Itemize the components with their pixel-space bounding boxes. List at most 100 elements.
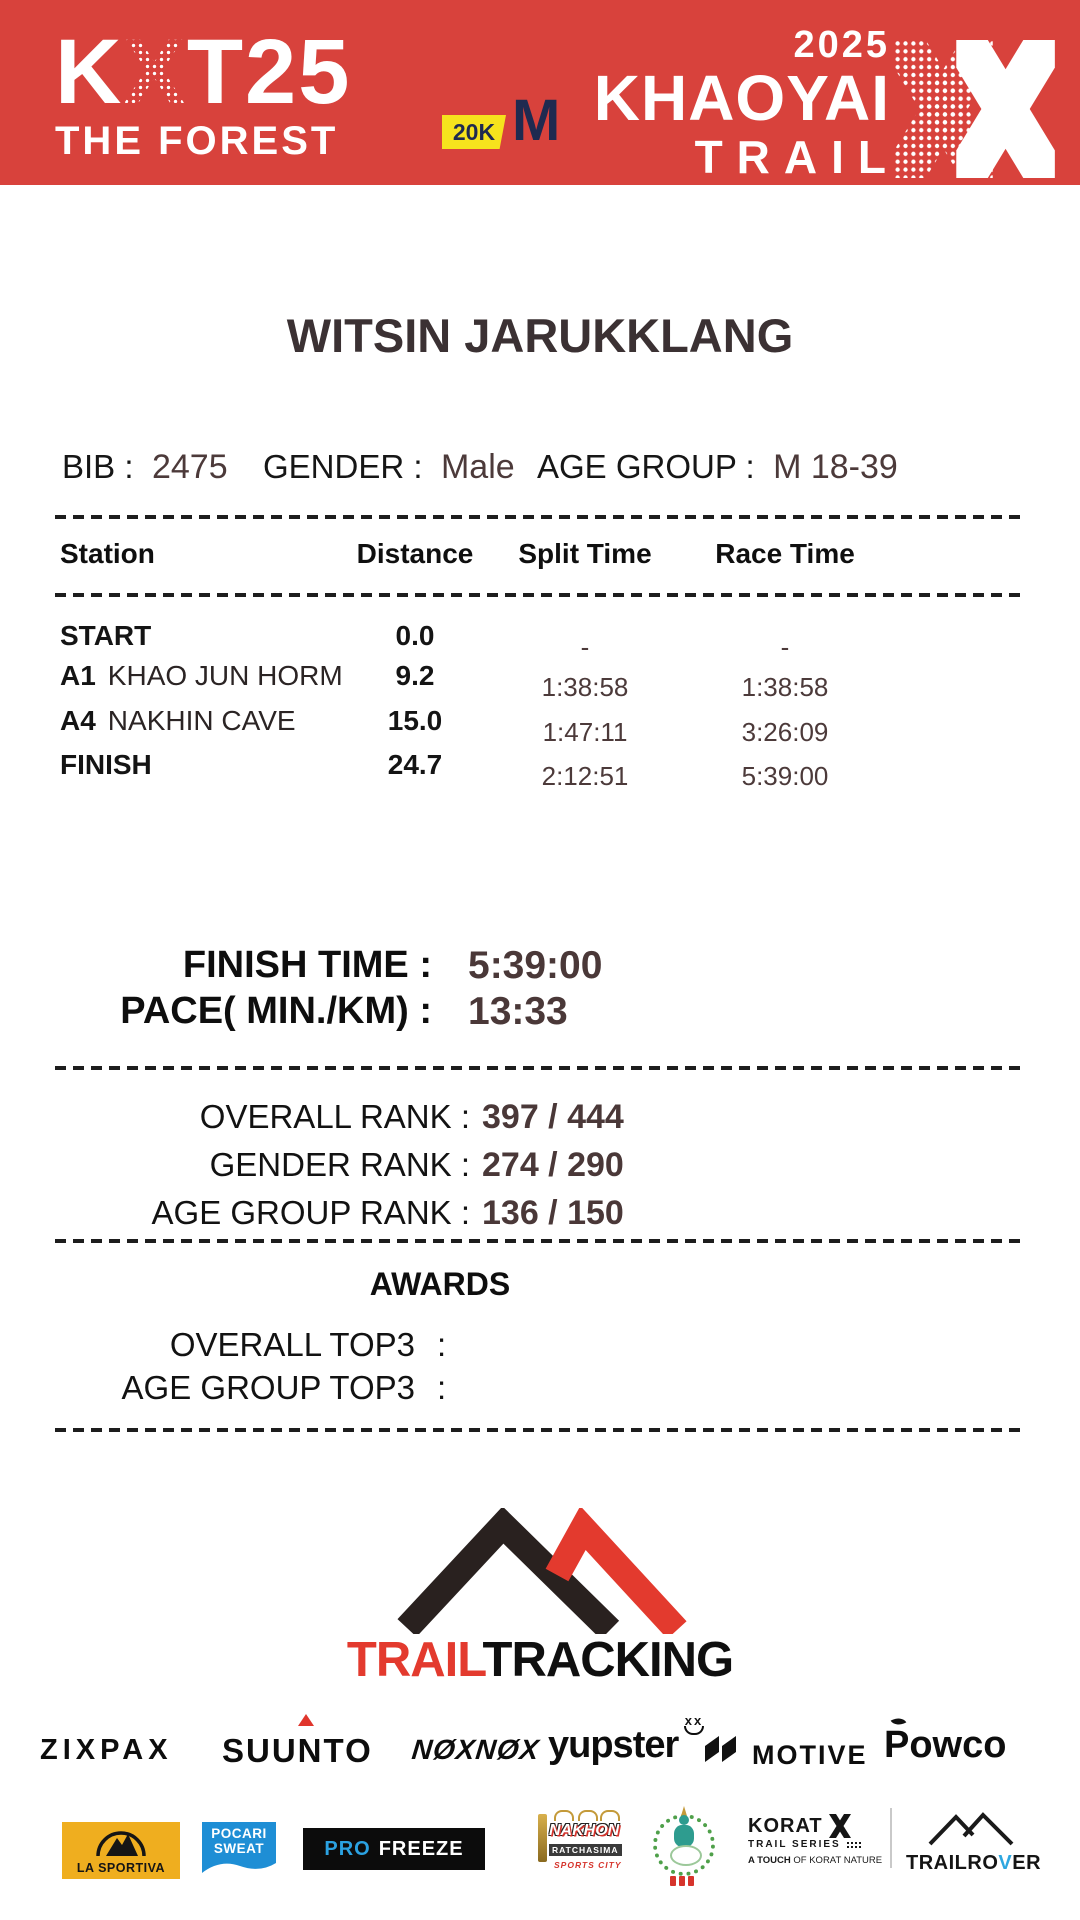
kxt-post: T25 — [186, 21, 352, 123]
yupster-smiley-eyes: xx — [684, 1713, 704, 1728]
overall-rank-value: 397 / 444 — [482, 1098, 624, 1136]
category-badge-m: M — [512, 88, 561, 153]
korat-tagline-rest: OF KORAT NATURE — [793, 1855, 883, 1866]
station-cell: A1 KHAO JUN HORM — [60, 660, 343, 692]
sponsor-divider — [890, 1808, 892, 1868]
event-subtitle: THE FOREST — [55, 118, 339, 163]
age-group-rank-value: 136 / 150 — [482, 1194, 624, 1232]
event-year: 2025 — [793, 24, 890, 66]
sponsor-suunto: SUUNTO — [222, 1732, 373, 1769]
khaoyai-trail-logo: 2025 KHAOYAI TRAIL — [594, 26, 890, 180]
gender-label: GENDER : — [263, 448, 423, 485]
distance-cell: 0.0 — [395, 620, 435, 651]
crest-deity-head-icon — [679, 1815, 689, 1825]
age-group-rank-label: AGE GROUP RANK : — [151, 1194, 470, 1231]
overall-rank-label: OVERALL RANK : — [199, 1098, 470, 1135]
age-group-top3-label: AGE GROUP TOP3 — [121, 1369, 415, 1406]
pro-freeze-pro: PRO — [324, 1837, 371, 1860]
korat-wordmark: KORAT — [748, 1814, 823, 1837]
korat-dots-icon — [845, 1840, 862, 1849]
col-header-station: Station — [60, 538, 155, 569]
korat-tagline-bold: A TOUCH — [748, 1855, 791, 1866]
overall-top3-colon: : — [437, 1326, 447, 1363]
station-name: NAKHIN CAVE — [107, 705, 296, 736]
distance-badge-label: 20K — [452, 118, 496, 145]
trailrover-wordmark: TRAILROVER — [906, 1852, 1041, 1875]
station-code: A1 — [60, 660, 96, 691]
crest-crown-icon — [681, 1806, 687, 1816]
la-sportiva-mountain-icon — [96, 1831, 146, 1857]
runner-name: WITSIN JARUKKLANG — [286, 309, 794, 362]
pace-label: PACE( MIN./KM) : — [120, 990, 432, 1032]
col-header-split-time: Split Time — [518, 538, 652, 569]
nakhon-line3: SPORTS CITY — [554, 1860, 622, 1870]
station-name: KHAO JUN HORM — [107, 660, 343, 691]
sponsor-motive: MOTIVE — [752, 1740, 868, 1770]
motive-chevrons-icon — [705, 1736, 736, 1762]
sponsor-pro-freeze: PRO FREEZE — [303, 1828, 485, 1870]
kxt-pre: K — [55, 21, 124, 123]
gender-rank-value: 274 / 290 — [482, 1146, 624, 1184]
pocari-wordmark: POCARI SWEAT — [202, 1822, 276, 1856]
kxt-dotted-x: X — [123, 21, 187, 123]
sponsor-zixpax: ZIXPAX — [40, 1734, 173, 1766]
split-time-cell: 1:38:58 — [541, 672, 629, 702]
gender-field: GENDER : Male — [263, 448, 515, 487]
nakhon-arch-icon — [578, 1810, 598, 1821]
gender-rank-label: GENDER RANK : — [209, 1146, 470, 1183]
trailtracking-trail: TRAIL — [346, 1633, 484, 1687]
trailtracking-wordmark: TRAILTRACKING — [0, 1632, 1080, 1688]
nakhon-line1: NAKHON — [549, 1822, 620, 1839]
la-sportiva-wordmark: LA SPORTIVA — [76, 1861, 166, 1875]
trailrover-pre: TRAILRO — [906, 1852, 999, 1874]
separator-dashed — [55, 1239, 1025, 1243]
sponsor-nakhon-ratchasima: NAKHON RATCHASIMA SPORTS CITY — [538, 1810, 628, 1876]
trailrover-post: ER — [1012, 1852, 1042, 1874]
nakhon-arch-icon — [600, 1810, 620, 1821]
race-title-line1: KHAOYAI — [593, 62, 890, 134]
trailrover-mountains-icon — [928, 1812, 1014, 1846]
split-time-cell: - — [580, 632, 590, 662]
finish-time-value: 5:39:00 — [468, 944, 603, 987]
distance-badge: 20K — [442, 115, 506, 149]
powco-wordmark: Powco — [884, 1724, 1007, 1766]
pace-value: 13:33 — [468, 990, 568, 1033]
finish-time-label: FINISH TIME : — [182, 944, 432, 986]
trailtracking-tracking: TRACKING — [482, 1633, 735, 1687]
pocari-line2: SWEAT — [213, 1840, 265, 1856]
race-title-line2: TRAIL — [694, 131, 900, 183]
bib-field: BIB : 2475 — [62, 448, 228, 487]
age-group-label: AGE GROUP : — [537, 448, 755, 485]
trailtracking-mountain-icon — [397, 1508, 687, 1634]
race-time-cell: - — [780, 632, 790, 662]
station-cell: FINISH — [60, 749, 164, 781]
sponsor-yupster: yupster — [548, 1724, 679, 1766]
crest-thai-text-mark — [688, 1876, 694, 1886]
korat-x-icon — [828, 1814, 851, 1838]
bib-value: 2475 — [151, 448, 228, 486]
age-group-value: M 18-39 — [773, 448, 898, 486]
nakhon-line2: RATCHASIMA — [549, 1844, 622, 1856]
crest-thai-text-mark — [679, 1876, 685, 1886]
nakhon-statue-icon — [538, 1814, 547, 1862]
sponsor-la-sportiva: LA SPORTIVA — [62, 1822, 180, 1879]
korat-row2: TRAIL SERIES — [748, 1839, 874, 1850]
bib-label: BIB : — [62, 448, 134, 485]
split-time-cell: 1:47:11 — [542, 717, 628, 747]
gender-value: Male — [440, 448, 515, 486]
station-cell: START — [60, 620, 163, 652]
split-time-cell: 2:12:51 — [541, 761, 629, 791]
separator-dashed — [55, 1066, 1025, 1070]
station-cell: A4 NAKHIN CAVE — [60, 705, 296, 737]
pocari-wave-icon — [202, 1863, 276, 1879]
race-time-cell: 1:38:58 — [741, 672, 829, 702]
korat-trail-series: TRAIL SERIES — [748, 1839, 841, 1850]
crest-mount-icon — [670, 1845, 702, 1866]
nakhon-arch-icon — [554, 1810, 574, 1821]
separator-dashed — [55, 1428, 1025, 1432]
table-row: START 0.0 - - — [0, 620, 1080, 662]
crest-deity-body-icon — [674, 1825, 694, 1847]
sponsor-thai-crest — [652, 1800, 715, 1888]
distance-cell: 24.7 — [387, 749, 443, 780]
